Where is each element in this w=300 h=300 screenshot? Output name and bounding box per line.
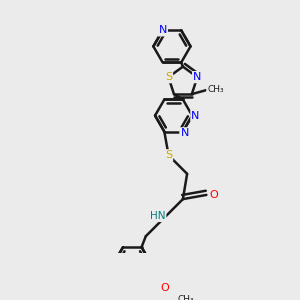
Text: N: N <box>158 25 167 35</box>
Text: N: N <box>191 111 200 121</box>
Text: O: O <box>209 190 218 200</box>
Text: CH₃: CH₃ <box>177 295 194 300</box>
Text: N: N <box>180 128 189 138</box>
Text: S: S <box>165 72 172 82</box>
Text: CH₃: CH₃ <box>207 85 224 94</box>
Text: HN: HN <box>150 211 165 221</box>
Text: O: O <box>161 283 170 293</box>
Text: S: S <box>165 150 172 160</box>
Text: N: N <box>193 72 202 82</box>
